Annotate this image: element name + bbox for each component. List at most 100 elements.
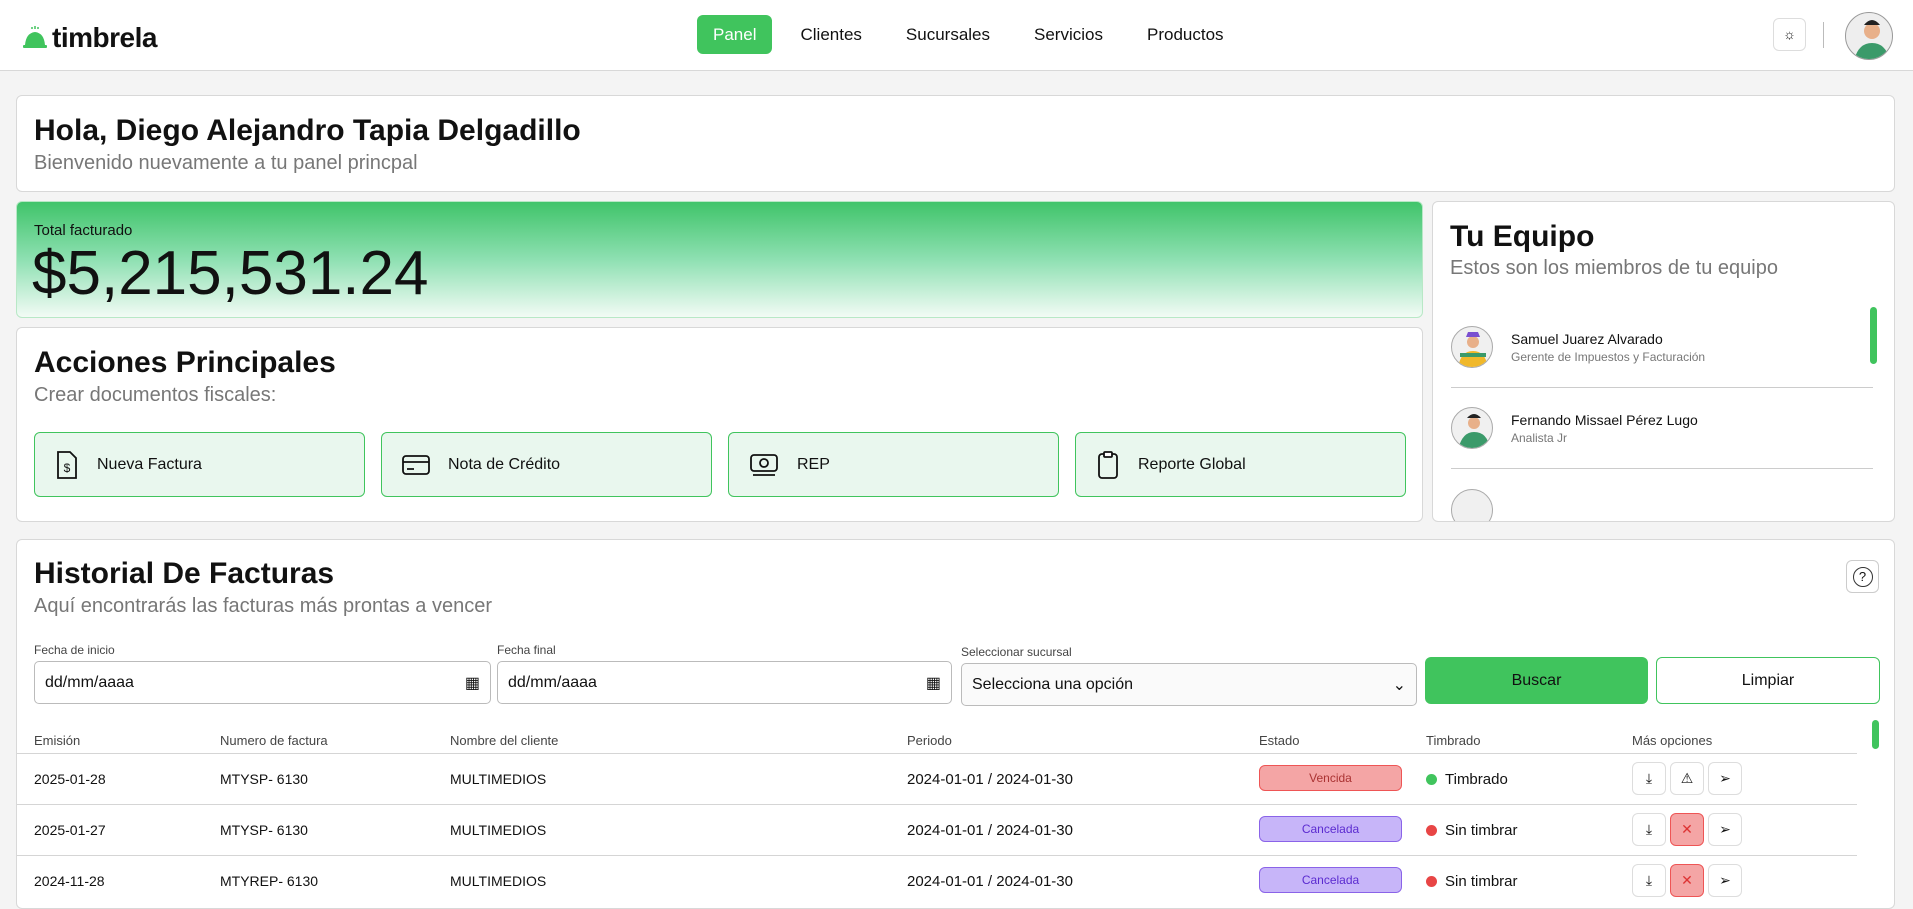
chevron-down-icon: ⌄ xyxy=(1392,676,1406,694)
nav-productos[interactable]: Productos xyxy=(1146,25,1224,44)
member-avatar xyxy=(1451,489,1493,521)
send-icon[interactable]: ➢ xyxy=(1708,864,1742,897)
branch-label: Seleccionar sucursal xyxy=(961,645,1072,659)
status-badge: Cancelada xyxy=(1259,867,1402,893)
new-invoice-button[interactable]: $ Nueva Factura xyxy=(34,432,365,497)
search-button[interactable]: Buscar xyxy=(1425,657,1648,704)
send-icon[interactable]: ➢ xyxy=(1708,762,1742,795)
end-date-value: dd/mm/aaaa xyxy=(508,673,597,691)
status-dot xyxy=(1426,825,1437,836)
col-opciones: Más opciones xyxy=(1632,733,1713,748)
branch-select[interactable]: Selecciona una opción ⌄ xyxy=(961,663,1417,706)
divider xyxy=(1823,22,1824,48)
svg-text:$: $ xyxy=(64,461,71,475)
cell-periodo: 2024-01-01 / 2024-01-30 xyxy=(907,873,1073,890)
rep-button[interactable]: REP xyxy=(728,432,1059,497)
member-avatar xyxy=(1451,326,1493,368)
cell-numero[interactable]: MTYSP- 6130 xyxy=(220,822,308,838)
total-billed-card: Total facturado $5,215,531.24 xyxy=(16,201,1423,318)
table-scrollbar[interactable] xyxy=(1872,720,1879,749)
divider xyxy=(1451,387,1873,388)
cell-timbrado: Sin timbrar xyxy=(1426,822,1518,839)
welcome-subtitle: Bienvenido nuevamente a tu panel princpa… xyxy=(34,152,418,174)
team-member[interactable]: Fernando Missael Pérez Lugo Analista Jr xyxy=(1451,407,1871,449)
member-avatar xyxy=(1451,407,1493,449)
total-value: $5,215,531.24 xyxy=(32,239,429,308)
invoice-history-card: Historial De Facturas Aquí encontrarás l… xyxy=(16,539,1895,909)
history-subtitle: Aquí encontrarás las facturas más pronta… xyxy=(34,595,493,617)
start-date-label: Fecha de inicio xyxy=(34,643,115,657)
team-scrollbar[interactable] xyxy=(1870,307,1877,364)
download-icon[interactable]: ⤓ xyxy=(1632,813,1666,846)
team-member[interactable]: Samuel Juarez Alvarado Gerente de Impuest… xyxy=(1451,326,1871,368)
cell-cliente: MULTIMEDIOS xyxy=(450,822,547,838)
credit-note-button[interactable]: Nota de Crédito xyxy=(381,432,712,497)
close-icon[interactable]: ✕ xyxy=(1670,813,1704,846)
welcome-card: Hola, Diego Alejandro Tapia Delgadillo B… xyxy=(16,95,1895,192)
help-button[interactable]: ? xyxy=(1846,560,1879,593)
cell-cliente: MULTIMEDIOS xyxy=(450,873,547,889)
money-icon xyxy=(750,453,778,476)
cell-emision: 2025-01-27 xyxy=(34,822,106,838)
action-label: Nueva Factura xyxy=(97,455,202,473)
actions-title: Acciones Principales xyxy=(34,346,336,379)
end-date-label: Fecha final xyxy=(497,643,556,657)
nav-panel[interactable]: Panel xyxy=(697,15,773,54)
timbrado-text: Sin timbrar xyxy=(1445,873,1518,890)
table-row: 2025-01-28 MTYSP- 6130 MULTIMEDIOS 2024-… xyxy=(17,753,1857,804)
credit-card-icon xyxy=(402,454,430,475)
question-icon: ? xyxy=(1852,566,1873,587)
timbrado-text: Timbrado xyxy=(1445,771,1508,788)
top-header: timbrela Panel Clientes Sucursales Servi… xyxy=(0,0,1913,71)
main-actions-card: Acciones Principales Crear documentos fi… xyxy=(16,327,1423,522)
action-label: Reporte Global xyxy=(1138,455,1246,473)
status-dot xyxy=(1426,876,1437,887)
download-icon[interactable]: ⤓ xyxy=(1632,762,1666,795)
col-estado: Estado xyxy=(1259,733,1300,748)
branch-value: Selecciona una opción xyxy=(972,675,1134,693)
table-row: 2024-11-28 MTYREP- 6130 MULTIMEDIOS 2024… xyxy=(17,855,1857,906)
col-numero: Numero de factura xyxy=(220,733,328,748)
start-date-input[interactable]: dd/mm/aaaa ▦ xyxy=(34,661,491,704)
calendar-icon[interactable]: ▦ xyxy=(925,674,941,692)
nav-clientes[interactable]: Clientes xyxy=(800,25,862,44)
bell-icon xyxy=(23,26,47,48)
close-icon[interactable]: ✕ xyxy=(1670,864,1704,897)
global-report-button[interactable]: Reporte Global xyxy=(1075,432,1406,497)
nav-sucursales[interactable]: Sucursales xyxy=(905,25,991,44)
cell-periodo: 2024-01-01 / 2024-01-30 xyxy=(907,771,1073,788)
status-badge: Vencida xyxy=(1259,765,1402,791)
send-icon[interactable]: ➢ xyxy=(1708,813,1742,846)
total-label: Total facturado xyxy=(34,222,133,239)
user-avatar[interactable] xyxy=(1845,12,1893,60)
invoice-dollar-icon: $ xyxy=(57,450,77,479)
status-badge: Cancelada xyxy=(1259,816,1402,842)
cell-cliente: MULTIMEDIOS xyxy=(450,771,547,787)
calendar-icon[interactable]: ▦ xyxy=(464,674,480,692)
brand-name: timbrela xyxy=(52,22,157,53)
cell-timbrado: Timbrado xyxy=(1426,771,1508,788)
table-row: 2025-01-27 MTYSP- 6130 MULTIMEDIOS 2024-… xyxy=(17,804,1857,855)
action-label: REP xyxy=(797,455,830,473)
warning-icon[interactable]: ⚠ xyxy=(1670,762,1704,795)
sun-icon: ☼ xyxy=(1783,26,1796,42)
cell-emision: 2024-11-28 xyxy=(34,873,105,889)
clear-button[interactable]: Limpiar xyxy=(1656,657,1880,704)
member-name: Samuel Juarez Alvarado xyxy=(1511,330,1663,347)
clipboard-icon xyxy=(1098,450,1118,479)
timbrado-text: Sin timbrar xyxy=(1445,822,1518,839)
theme-toggle-button[interactable]: ☼ xyxy=(1773,18,1806,51)
download-icon[interactable]: ⤓ xyxy=(1632,864,1666,897)
col-periodo: Periodo xyxy=(907,733,952,748)
cell-numero[interactable]: MTYSP- 6130 xyxy=(220,771,308,787)
end-date-input[interactable]: dd/mm/aaaa ▦ xyxy=(497,661,952,704)
member-name: Fernando Missael Pérez Lugo xyxy=(1511,411,1698,428)
nav-servicios[interactable]: Servicios xyxy=(1034,25,1103,44)
cell-numero[interactable]: MTYREP- 6130 xyxy=(220,873,319,889)
logo[interactable]: timbrela xyxy=(22,22,157,54)
status-dot xyxy=(1426,774,1437,785)
col-emision: Emisión xyxy=(34,733,81,748)
start-date-value: dd/mm/aaaa xyxy=(45,673,134,691)
team-subtitle: Estos son los miembros de tu equipo xyxy=(1450,257,1778,279)
cell-timbrado: Sin timbrar xyxy=(1426,873,1518,890)
